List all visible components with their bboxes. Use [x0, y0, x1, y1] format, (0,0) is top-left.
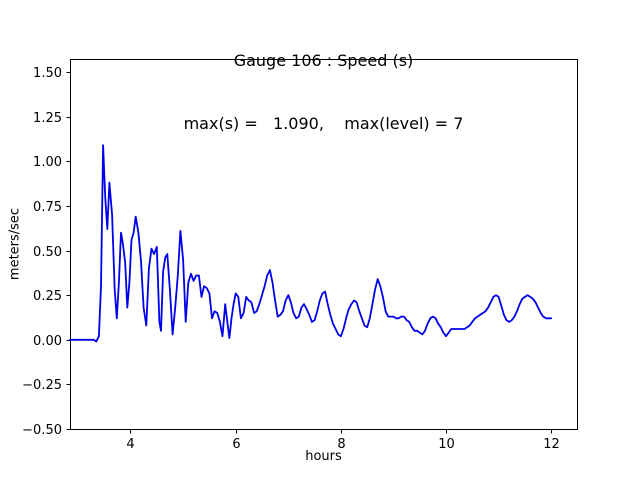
axes-frame	[70, 59, 578, 430]
x-tick-label: 12	[543, 437, 560, 452]
y-tick-label: 1.25	[33, 111, 62, 126]
y-tick-label: 1.50	[33, 66, 62, 81]
chart-subtitle: max(s) = 1.090, max(level) = 7	[183, 114, 464, 133]
x-tick-label: 10	[438, 437, 455, 452]
y-tick-label: 0.75	[33, 200, 62, 215]
chart-title-block: Gauge 106 : Speed (s) max(s) = 1.090, ma…	[70, 8, 577, 176]
x-tick-label: 6	[232, 437, 240, 452]
y-tick-label: −0.25	[22, 378, 62, 393]
x-tick-label: 4	[126, 437, 134, 452]
speed-line	[69, 144, 553, 343]
y-axis-label: meters/sec	[7, 207, 23, 281]
y-tick-label: −0.50	[22, 423, 62, 438]
y-tick-label: 0.50	[33, 245, 62, 260]
x-axis-label: hours	[305, 449, 342, 464]
chart-title: Gauge 106 : Speed (s)	[233, 51, 414, 70]
y-tick-label: 0.00	[33, 334, 62, 349]
y-tick-label: 0.25	[33, 289, 62, 304]
y-tick-label: 1.00	[33, 155, 62, 170]
x-tick-label: 8	[337, 437, 345, 452]
